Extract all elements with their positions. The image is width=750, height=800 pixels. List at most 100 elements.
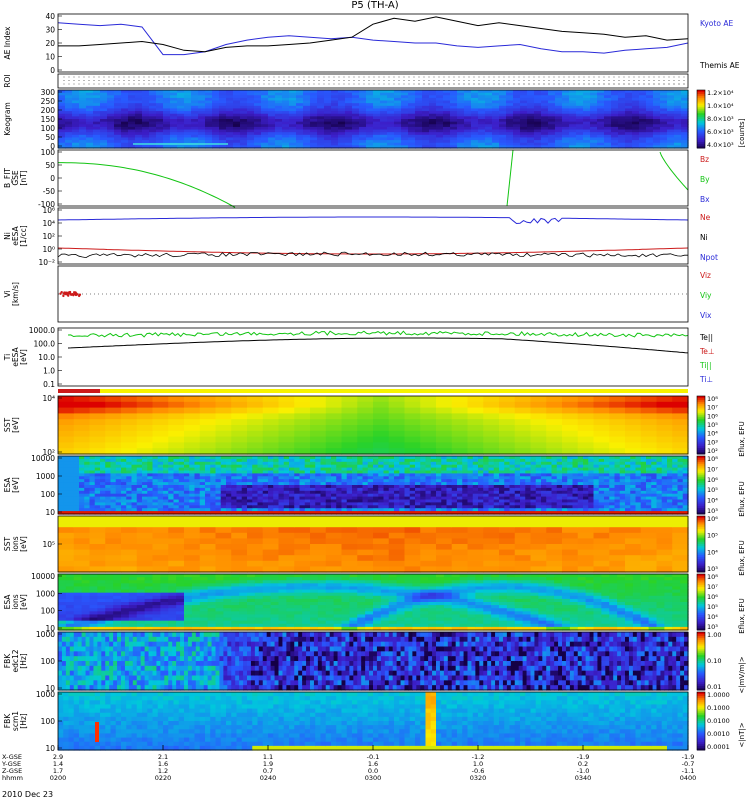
sst_e-colorbar-tick: 10² (707, 447, 718, 455)
ni-ytick: 10⁴ (42, 219, 55, 228)
ti-status-bar (58, 389, 688, 393)
esa_e-ytick: 10000 (31, 454, 55, 463)
ti-ytick: 1000.0 (29, 326, 55, 335)
sst_i-ytick: 10⁵ (42, 540, 55, 549)
sst_e-colorbar-tick: 10⁵ (707, 421, 718, 429)
ni-ylabel: [1/cc] (19, 225, 28, 246)
esa_i-colorbar-tick: 10⁶ (707, 593, 718, 601)
fbk_b-ytick: 100 (41, 717, 56, 726)
fbk_b-ylabel: scm1 (11, 711, 20, 731)
ae-legend-kyotoae: Kyoto AE (700, 19, 733, 28)
keogram-ytick: 200 (41, 106, 56, 115)
ni-legend-ne: Ne (700, 213, 711, 222)
fbk_e-ylabel: FBK (3, 653, 12, 668)
bfit-frame (57, 149, 689, 207)
ni-ytick: 10⁶ (42, 206, 55, 215)
xaxis-tick-label: 1.1 (263, 753, 273, 761)
ti-ytick: 1.0 (43, 367, 55, 376)
ni-ylabel: eESA (11, 225, 20, 245)
esa_e-colorbar-tick: 10⁷ (707, 465, 718, 473)
fbk_e-colorbar-tick: 0.01 (707, 683, 721, 691)
ti-ylabel: Ti (3, 354, 12, 361)
sst_e-colorbar-tick: 10⁶ (707, 412, 718, 420)
esa_i-ylabel: [eV] (19, 594, 28, 610)
esa_i-heatmap (58, 574, 689, 631)
sst_e-colorbar-tick: 10⁴ (707, 430, 718, 438)
fbk_b-colorbar-tick: 0.0001 (707, 743, 730, 751)
keogram-colorbar-tick: 1.0×10⁴ (707, 102, 734, 110)
fbk_b-colorbar-label: <|nT|> (738, 722, 746, 747)
fbk_b-colorbar-tick: 0.0100 (707, 717, 730, 725)
ni-ne-line (57, 247, 689, 255)
ti-legend-te: Te|| (699, 333, 713, 342)
esa_e-colorbar-tick: 10³ (707, 507, 718, 515)
xaxis-row-label: hhmm (2, 774, 23, 782)
esa_i-ylabel: ESA (3, 594, 12, 610)
xaxis-tick-label: -1.0 (577, 767, 590, 775)
fbk_b-colorbar-tick: 1.0000 (707, 691, 730, 699)
esa_e-ytick: 100 (41, 490, 56, 499)
sst_e-colorbar-tick: 10³ (707, 438, 718, 446)
vi-legend-viy: Viy (700, 291, 712, 300)
xaxis-tick-label: 0.0 (368, 767, 378, 775)
bfit-ytick: 50 (45, 161, 55, 170)
footer-date: 2010 Dec 23 (2, 790, 54, 799)
bfit-ytick: -100 (38, 200, 55, 209)
ae-legend-themisae: Themis AE (699, 61, 740, 70)
xaxis-tick-label: 0.2 (578, 760, 588, 768)
ti-frame (57, 327, 689, 387)
vi-points (59, 290, 82, 298)
fbk_b-ytick: 1000 (36, 690, 55, 699)
sst_i-colorbar-tick: 10⁴ (707, 548, 718, 556)
xaxis-row-label: Z-GSE (2, 767, 22, 775)
esa_i-ytick: 1000 (36, 589, 55, 598)
ti-legend-ti: Ti|| (699, 361, 712, 370)
sst_e-ytick: 10² (42, 448, 55, 457)
keogram-colorbar-tick: 6.0×10³ (707, 128, 734, 136)
ae-ytick: 20 (45, 39, 55, 48)
sst_i-colorbar-label: Eflux, EFU (738, 540, 746, 575)
sst_e-frame (57, 395, 689, 455)
fbk_e-ytick: 1000 (36, 630, 55, 639)
xaxis-tick-label: -0.1 (367, 753, 380, 761)
keogram-ytick: 50 (45, 133, 55, 142)
sst_e-ylabel: [eV] (11, 417, 20, 433)
fbk_e-ylabel: edc12 (11, 649, 20, 672)
bfit-by-curve-2 (506, 149, 514, 207)
xaxis-tick-label: 0300 (365, 774, 382, 782)
sst_e-colorbar-tick: 10⁸ (707, 395, 718, 403)
fbk_e-colorbar-frame (696, 631, 706, 691)
fbk_e-colorbar (697, 632, 705, 691)
keogram-ytick: 0 (50, 142, 55, 151)
fbk_e-colorbar-tick: 0.10 (707, 657, 721, 665)
ti-tepar-line (67, 337, 689, 354)
esa_i-colorbar-tick: 10⁴ (707, 613, 718, 621)
fbk_b-colorbar-tick: 0.0010 (707, 730, 730, 738)
sst_e-heatmap (58, 396, 689, 455)
bfit-by-curve-3 (659, 151, 689, 191)
xaxis-tick-label: 1.7 (53, 767, 63, 775)
ae-ytick: 30 (45, 26, 55, 35)
bfit-ytick: 0 (50, 174, 55, 183)
bfit-ylabel: [nT] (19, 170, 28, 185)
esa_i-ylabel: ions (11, 594, 20, 609)
esa_e-colorbar-tick: 10⁶ (707, 476, 718, 484)
bfit-ylabel: B_FIT (3, 168, 12, 188)
ti-tipar-line (67, 330, 689, 338)
bfit-ytick: 100 (41, 148, 56, 157)
esa_i-colorbar-label: Eflux, EFU (738, 598, 746, 633)
sst_i-colorbar-tick: 10³ (707, 565, 718, 573)
fbk_b-heatmap (58, 692, 689, 751)
xaxis-tick-label: -1.1 (682, 767, 695, 775)
xaxis-tick-label: 1.6 (368, 760, 378, 768)
esa_i-colorbar-tick: 10⁷ (707, 583, 718, 591)
roi-dots (63, 76, 685, 85)
fbk_b-ylabel: FBK (3, 713, 12, 728)
xaxis-tick-label: 1.4 (53, 760, 63, 768)
esa_i-frame (57, 573, 689, 631)
esa_e-heatmap (58, 456, 689, 515)
sst_e-ylabel: SST (3, 418, 12, 433)
xaxis-tick-label: -1.9 (682, 753, 695, 761)
ni-ytick: 10⁰ (42, 245, 55, 254)
esa_i-ytick: 10000 (31, 572, 55, 581)
